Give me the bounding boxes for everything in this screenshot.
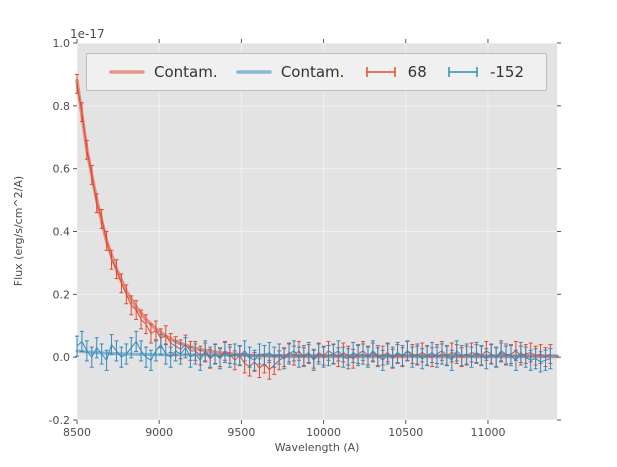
red-contam-line-icon bbox=[109, 70, 145, 74]
plot-layer: 8500 9000 9500 10000 10500 11000 -0.2 0.0 0.2 0.4… bbox=[49, 37, 561, 439]
legend-label: 68 bbox=[407, 62, 427, 81]
legend-entry-68: 68 bbox=[363, 64, 427, 80]
blue-contam-line-icon bbox=[236, 70, 272, 74]
legend-entry-minus152: -152 bbox=[445, 64, 524, 80]
legend: Contam. Contam. 68 -152 bbox=[86, 53, 547, 91]
y-tick-label: 1.0 bbox=[53, 37, 71, 50]
legend-entry-contam-red: Contam. bbox=[109, 64, 218, 80]
x-axis-label: Wavelength (A) bbox=[275, 441, 360, 454]
y-tick-label: 0.6 bbox=[53, 163, 71, 176]
y-axis-label: Flux (erg/s/cm^2/A) bbox=[12, 176, 25, 286]
y-tick-label: 0.2 bbox=[53, 288, 71, 301]
y-tick-label: 0.8 bbox=[53, 100, 71, 113]
legend-label: -152 bbox=[489, 62, 524, 81]
red-errorbar-icon bbox=[365, 67, 396, 77]
legend-entry-contam-blue: Contam. bbox=[236, 62, 345, 81]
x-tick-label: 9500 bbox=[227, 426, 255, 439]
legend-label: Contam. bbox=[154, 62, 218, 81]
blue-errorbar-icon bbox=[448, 67, 478, 77]
y-tick-label: 0.4 bbox=[53, 226, 71, 239]
y-tick-label: -0.2 bbox=[49, 414, 70, 427]
x-tick-label: 10500 bbox=[388, 426, 423, 439]
y-axis-offset-text: 1e-17 bbox=[70, 27, 105, 41]
legend-label: Contam. bbox=[280, 62, 345, 81]
x-tick-label: 10000 bbox=[306, 426, 341, 439]
x-tick-label: 11000 bbox=[470, 426, 505, 439]
y-tick-label: 0.0 bbox=[53, 351, 71, 364]
x-tick-label: 8500 bbox=[63, 426, 91, 439]
x-tick-label: 9000 bbox=[145, 426, 173, 439]
